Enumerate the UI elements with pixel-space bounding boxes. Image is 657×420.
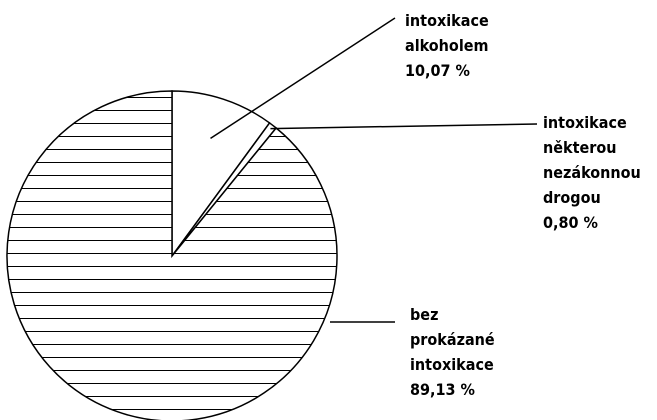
slice (6, 90, 338, 420)
slice-label: intoxikace alkoholem 10,07 % (405, 8, 489, 83)
category-label: intoxikace některou nezákonnou drogou (543, 113, 641, 207)
value-label: 10,07 % (405, 61, 470, 80)
value-label: 0,80 % (543, 213, 598, 232)
category-label: intoxikace alkoholem (405, 11, 489, 55)
slice-label: bez prokázané intoxikace 89,13 % (410, 302, 495, 402)
leader-line (210, 17, 396, 140)
category-label: bez prokázané intoxikace (410, 305, 495, 374)
leader-line (270, 123, 538, 130)
slice (171, 90, 271, 259)
value-label: 89,13 % (410, 380, 475, 399)
slice-label: intoxikace některou nezákonnou drogou 0,8… (543, 110, 641, 235)
